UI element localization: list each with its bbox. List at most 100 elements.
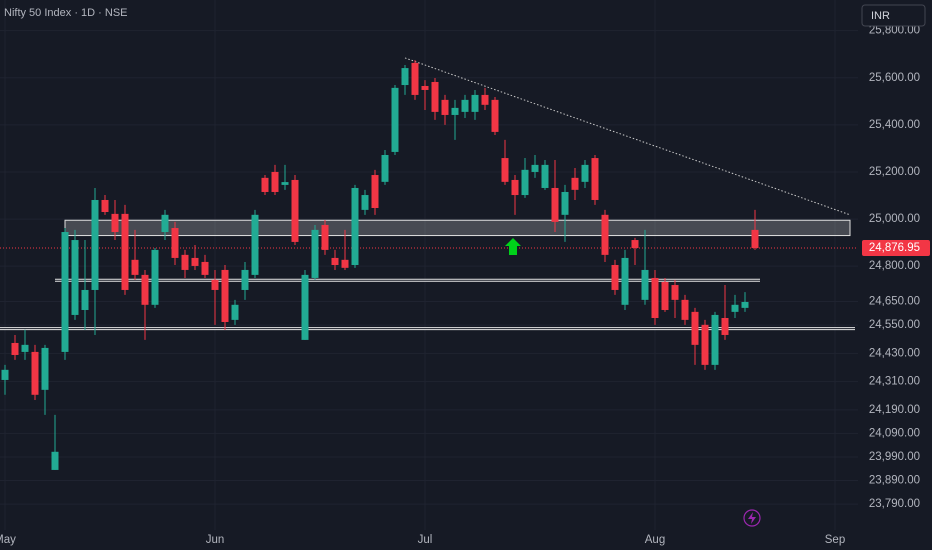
candle-body — [241, 269, 249, 290]
y-tick-label: 24,190.00 — [869, 404, 920, 416]
candle-body — [641, 269, 649, 300]
x-tick-label: Sep — [825, 534, 845, 546]
candle-body — [621, 257, 629, 305]
lightning-icon — [748, 512, 756, 524]
candle-body — [431, 81, 439, 112]
y-tick-label: 23,990.00 — [869, 451, 920, 463]
candle-body — [231, 304, 239, 320]
y-tick-label: 25,800.00 — [869, 25, 920, 37]
candle-body — [1, 369, 9, 380]
candle-body — [51, 451, 59, 470]
lightning-button[interactable] — [743, 509, 761, 527]
price-tag-label: 24,876.95 — [869, 242, 920, 254]
candle-body — [281, 182, 289, 185]
candle-body — [391, 87, 399, 152]
y-tick-label: 23,790.00 — [869, 498, 920, 510]
x-tick-label: Jun — [206, 534, 225, 546]
candle-body — [171, 228, 179, 258]
candle-body — [271, 171, 279, 192]
candle-body — [551, 187, 559, 222]
candle-body — [701, 324, 709, 365]
currency-button[interactable] — [861, 4, 926, 27]
candle-body — [121, 213, 129, 290]
candle-body — [71, 240, 79, 315]
candle-body — [561, 191, 569, 215]
candle-body — [341, 259, 349, 268]
x-tick-label: Jul — [418, 534, 433, 546]
candle-body — [151, 249, 159, 305]
candle-body — [11, 342, 19, 355]
candle-body — [401, 68, 409, 86]
y-tick-label: 25,200.00 — [869, 166, 920, 178]
trendline — [404, 57, 851, 216]
candle-body — [571, 177, 579, 190]
candle-body — [451, 107, 459, 115]
candle-body — [631, 240, 639, 249]
y-tick-label: 24,430.00 — [869, 347, 920, 359]
candle-body — [421, 85, 429, 90]
candle-body — [141, 274, 149, 305]
candle-body — [321, 224, 329, 250]
candle-body — [731, 304, 739, 312]
candle-body — [601, 214, 609, 255]
y-tick-label: 24,310.00 — [869, 376, 920, 388]
candle-body — [191, 257, 199, 266]
candle-body — [521, 169, 529, 196]
y-tick-label: 25,000.00 — [869, 213, 920, 225]
y-tick-label: 25,600.00 — [869, 72, 920, 84]
candle-body — [611, 265, 619, 290]
axes: 25,800.00 25,600.00 25,400.00 25,200.00 25,0… — [0, 25, 930, 546]
candle-body — [301, 274, 309, 340]
candles — [1, 60, 759, 470]
candle-body — [351, 187, 359, 265]
candle-body — [491, 99, 499, 132]
candle-body — [441, 99, 449, 115]
candle-body — [371, 175, 379, 208]
candle-body — [481, 94, 489, 105]
chart-title: Nifty 50 Index · 1D · NSE — [4, 7, 128, 19]
candle-body — [661, 281, 669, 310]
candle-body — [711, 314, 719, 365]
candle-body — [251, 214, 259, 275]
x-tick-label: Aug — [645, 534, 665, 546]
candle-body — [41, 347, 49, 390]
grid — [0, 0, 858, 530]
candle-body — [501, 158, 509, 182]
currency-label[interactable]: INR — [871, 10, 890, 22]
candle-body — [261, 177, 269, 192]
candle-body — [581, 164, 589, 182]
y-tick-label: 24,800.00 — [869, 260, 920, 272]
price-tag — [862, 240, 930, 257]
candle-body — [381, 154, 389, 182]
candle-body — [81, 289, 89, 310]
drawings — [0, 57, 858, 331]
candle-body — [751, 229, 759, 249]
candle-body — [311, 229, 319, 278]
candle-body — [111, 213, 119, 233]
candle-body — [651, 277, 659, 318]
candle-body — [461, 99, 469, 112]
candle-body — [411, 62, 419, 95]
candle-body — [21, 344, 29, 352]
candle-body — [211, 279, 219, 290]
candle-body — [511, 179, 519, 196]
candle-body — [201, 261, 209, 275]
x-tick-label: May — [0, 534, 16, 546]
candle-body — [721, 318, 729, 335]
arrow-icon — [505, 238, 521, 255]
candle-body — [591, 158, 599, 200]
candle-body — [291, 179, 299, 242]
y-tick-label: 25,400.00 — [869, 119, 920, 131]
candle-body — [741, 301, 749, 308]
y-tick-label: 24,550.00 — [869, 319, 920, 331]
y-tick-label: 23,890.00 — [869, 475, 920, 487]
candle-body — [161, 214, 169, 233]
candle-body — [361, 195, 369, 210]
candle-body — [681, 299, 689, 320]
candle-body — [541, 164, 549, 188]
zone — [64, 219, 851, 237]
y-tick-label: 24,650.00 — [869, 296, 920, 308]
